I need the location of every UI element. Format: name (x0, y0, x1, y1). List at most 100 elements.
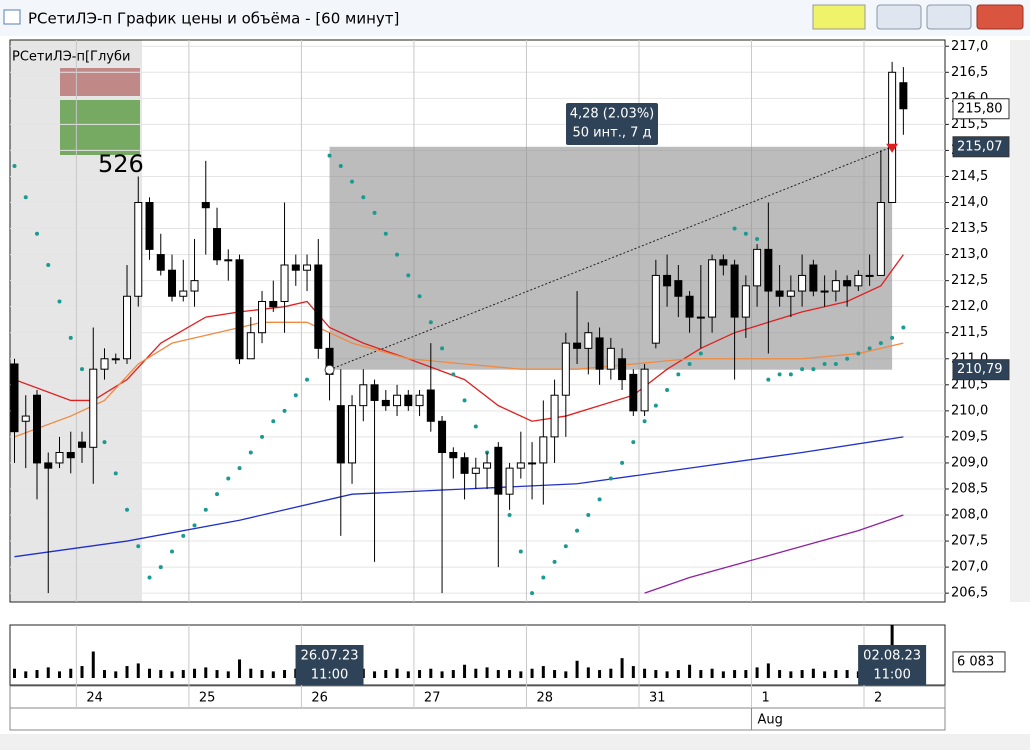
volume-bar (755, 667, 759, 678)
candle-body (224, 259, 233, 262)
y-tick-label: 214,0 (951, 195, 988, 210)
window-title: РСетиЛЭ-п График цены и объёма - [60 мин… (28, 10, 399, 28)
y-tick-label: 209,5 (951, 429, 988, 444)
sar-dot (833, 361, 838, 366)
volume-bar (283, 670, 287, 678)
candle-body (291, 264, 300, 271)
y-tick-label: 214,5 (951, 169, 988, 184)
vertical-scrollbar[interactable] (1010, 40, 1030, 602)
volume-panel (9, 624, 946, 686)
volume-bar (271, 671, 275, 678)
minimize-button[interactable] (876, 4, 922, 30)
sar-dot (428, 320, 433, 325)
candle-body (505, 467, 514, 495)
volume-bar (181, 670, 185, 678)
ruler-label: 50 инт., 7 д (573, 126, 652, 141)
cursor-label: 02.08.23 (863, 649, 921, 664)
volume-bar (384, 670, 388, 678)
candle-body (134, 202, 143, 297)
indicator-line (14, 321, 904, 438)
candle-body (370, 384, 379, 401)
candle-body (595, 337, 604, 370)
volume-bar (665, 671, 669, 678)
indicator-line (644, 514, 904, 594)
sar-dot (653, 403, 658, 408)
candle-body (111, 358, 120, 361)
volume-bar (58, 671, 62, 678)
sar-dot (631, 440, 636, 445)
candle-body (584, 332, 593, 349)
volume-bar (125, 666, 129, 678)
volume-bar (643, 668, 647, 678)
sar-dot (878, 341, 883, 346)
app-icon (3, 9, 21, 25)
candle-body (528, 462, 537, 465)
volume-bar (834, 670, 838, 678)
sar-dot (361, 195, 366, 200)
sar-dot (147, 575, 152, 580)
link-button[interactable] (812, 4, 866, 30)
candle-body (820, 290, 829, 293)
depth-histogram (60, 68, 140, 155)
volume-bar (564, 671, 568, 678)
candle-body (809, 264, 818, 292)
volume-bar (451, 670, 455, 678)
volume-bar (373, 671, 377, 678)
y-tick-label: 213,5 (951, 221, 988, 236)
candle-body (336, 405, 345, 464)
sar-dot (901, 325, 906, 330)
volume-bar (136, 663, 140, 678)
sar-dot (800, 367, 805, 372)
candle-body (741, 285, 750, 318)
sar-dot (575, 528, 580, 533)
x-tick-label: 26 (311, 691, 328, 706)
sar-dot (743, 231, 748, 236)
y-tick-label: 208,0 (951, 508, 988, 523)
volume-bar (823, 671, 827, 678)
sar-dot (665, 388, 670, 393)
volume-bar (575, 660, 579, 678)
y-tick-label: 215,5 (951, 117, 988, 132)
candle-body (775, 290, 784, 297)
candle-body (258, 300, 267, 334)
volume-bar (13, 668, 17, 678)
cursor-label: 11:00 (873, 668, 910, 683)
x-tick-label: 25 (199, 691, 216, 706)
volume-bar (148, 668, 152, 678)
sar-dot (80, 367, 85, 372)
candle-body (168, 269, 177, 297)
candle-body (899, 82, 908, 110)
candle-body (314, 264, 323, 349)
sar-dot (597, 497, 602, 502)
volume-bar (395, 668, 399, 678)
volume-bar (586, 667, 590, 678)
maximize-button[interactable] (926, 4, 972, 30)
cursor-label-box (295, 645, 364, 685)
horizontal-scrollbar[interactable] (0, 734, 1030, 750)
candle-body (640, 368, 649, 412)
volume-bar (800, 670, 804, 678)
volume-bar (654, 670, 658, 678)
volume-bar (541, 666, 545, 678)
sar-dot (473, 424, 478, 429)
candle-body (865, 274, 874, 277)
candle-body (561, 342, 570, 396)
volume-bar (46, 667, 50, 678)
price-marker-label: 215,80 (957, 101, 1003, 116)
x-tick-label: 31 (649, 691, 666, 706)
price-marker (952, 98, 1010, 120)
sar-dot (755, 236, 760, 241)
volume-bar (766, 663, 770, 678)
close-button[interactable] (976, 4, 1024, 30)
candle-body (393, 394, 402, 407)
candle-body (44, 462, 53, 469)
volume-marker (952, 651, 1006, 673)
ruler-line (329, 146, 893, 371)
sar-dot (856, 351, 861, 356)
y-tick-label: 207,5 (951, 534, 988, 549)
volume-bar (463, 664, 467, 678)
price-marker-label: 210,79 (957, 362, 1003, 377)
sar-dot (113, 471, 118, 476)
